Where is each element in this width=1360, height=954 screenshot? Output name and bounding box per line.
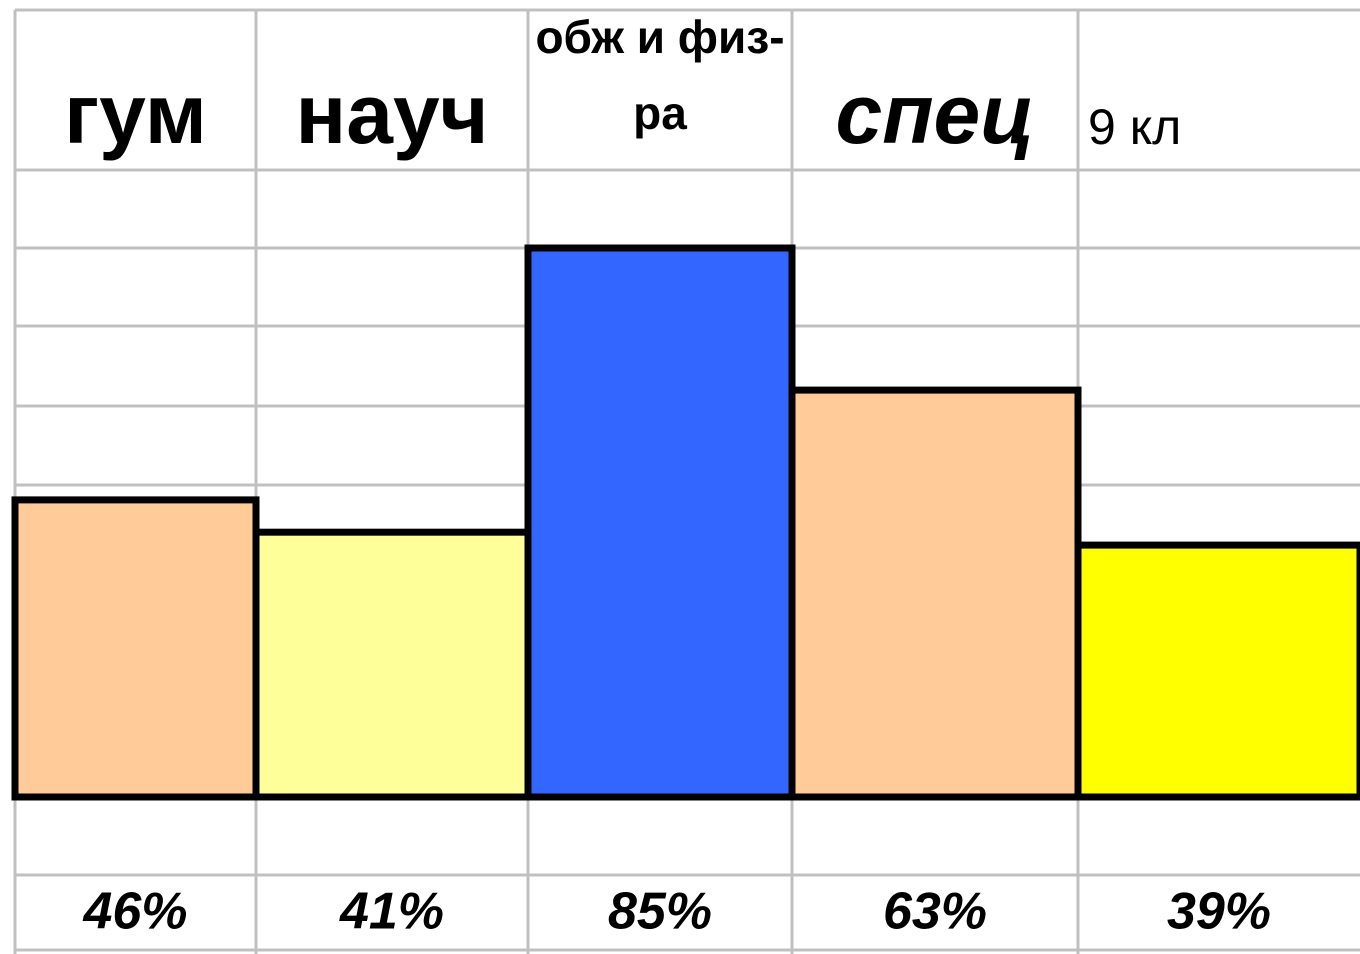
value-label: 41%	[339, 883, 444, 941]
value-label: 39%	[1167, 883, 1271, 941]
value-label: 46%	[82, 883, 187, 941]
bar	[524, 244, 796, 801]
bar	[252, 528, 532, 801]
bar	[1074, 541, 1360, 801]
category-label: обж и физ-ра	[535, 11, 785, 140]
value-label: 85%	[608, 883, 712, 941]
category-label: 9 кл	[1088, 99, 1182, 155]
category-label: науч	[295, 67, 489, 161]
bar	[788, 386, 1082, 801]
value-label: 63%	[883, 883, 987, 941]
category-label: спец	[835, 67, 1035, 161]
bar	[11, 496, 260, 801]
category-label: гум	[64, 67, 207, 161]
